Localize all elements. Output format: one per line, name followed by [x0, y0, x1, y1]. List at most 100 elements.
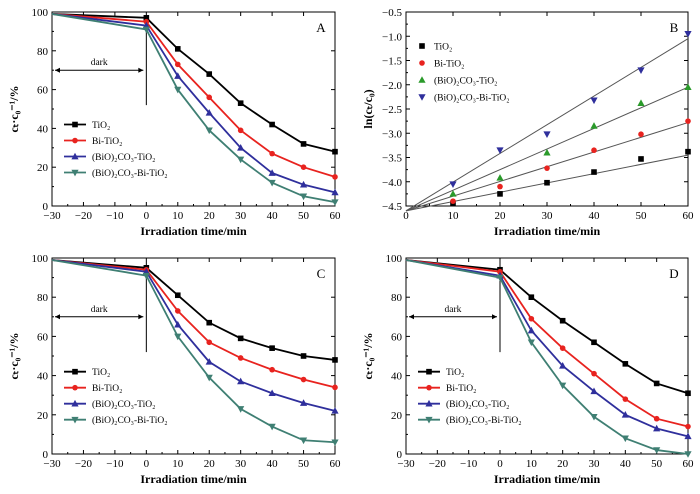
panel-letter: A — [316, 20, 326, 35]
dark-arrow-left-head — [55, 314, 60, 320]
data-point — [638, 131, 644, 138]
y-tick-label: 100 — [32, 253, 49, 265]
dark-arrow-right-head — [138, 67, 144, 73]
data-point — [268, 423, 276, 431]
data-point — [299, 193, 308, 201]
x-axis-title: Irradiation time/min — [140, 472, 247, 486]
y-tick-label: −4.5 — [382, 201, 402, 213]
data-point — [205, 358, 213, 365]
data-point — [684, 31, 692, 38]
panel-letter: B — [670, 20, 679, 35]
data-point — [237, 100, 244, 106]
data-point — [591, 370, 597, 377]
legend-label: (BiO)₂CO₃-TiO₂ — [446, 399, 509, 410]
series-3 — [405, 31, 692, 212]
series-3 — [51, 259, 339, 447]
series-line — [51, 259, 336, 412]
legend-marker — [418, 94, 426, 101]
legend-entry: (BiO)₂CO₃-TiO₂ — [64, 152, 155, 163]
legend-label: Bi-TiO₂ — [434, 60, 464, 70]
data-point — [591, 147, 597, 154]
x-tick-label: 0 — [144, 210, 150, 222]
y-tick-label: 80 — [37, 46, 49, 58]
series-line — [405, 259, 689, 428]
x-tick-label: 50 — [651, 458, 663, 470]
data-point — [268, 179, 276, 187]
data-point — [685, 390, 691, 397]
data-point — [527, 326, 535, 334]
data-point — [237, 335, 244, 342]
y-tick-label: −3.5 — [382, 153, 402, 165]
legend-entry: Bi-TiO₂ — [64, 384, 122, 394]
data-point — [653, 415, 660, 422]
data-point — [527, 339, 535, 347]
x-tick-label: −30 — [397, 458, 415, 470]
data-point — [299, 437, 308, 445]
legend-label: (BiO)₂CO₃-Bi-TiO₂ — [446, 415, 522, 426]
data-point — [497, 183, 503, 190]
series-line — [51, 259, 336, 444]
y-tick-label: −1.0 — [382, 31, 402, 43]
data-point — [299, 180, 308, 188]
data-point — [497, 268, 503, 275]
series-1 — [405, 118, 691, 212]
series-3 — [51, 13, 339, 206]
x-tick-label: 60 — [330, 210, 342, 222]
data-point — [237, 144, 245, 151]
panel-b: 0 10 20 30 40 50 60 −4.5 −4.0 −3.5 −3.0 −2.5 −2.0 −1.… — [361, 7, 694, 238]
legend-marker — [425, 416, 433, 424]
x-tick-label: −20 — [75, 458, 93, 470]
y-tick-label: 40 — [391, 371, 403, 383]
series-0 — [51, 13, 338, 155]
x-tick-label: 50 — [298, 458, 310, 470]
legend-label: (BiO)₂CO₃-Bi-TiO₂ — [92, 415, 168, 426]
data-point — [685, 118, 691, 124]
x-tick-label: 30 — [542, 210, 554, 222]
data-point — [621, 411, 629, 418]
legend-entry: Bi-TiO₂ — [419, 60, 464, 70]
data-point — [237, 406, 245, 413]
data-point — [684, 83, 692, 90]
data-point — [174, 320, 182, 328]
data-point — [638, 156, 644, 162]
series-line — [405, 259, 689, 395]
x-tick-label: 10 — [172, 210, 184, 222]
y-tick-label: −0.5 — [382, 7, 402, 19]
data-point — [300, 164, 307, 170]
panel-d: −30 −20 −10 0 10 20 30 40 50 60 0 20 40 60 80 100 Irradi… — [361, 253, 694, 486]
legend-entry: TiO₂ — [418, 368, 464, 378]
legend-marker — [71, 416, 79, 424]
series-line — [405, 259, 689, 455]
data-point — [143, 18, 150, 25]
y-tick-label: 100 — [32, 7, 49, 19]
x-tick-label: 0 — [403, 210, 409, 222]
x-tick-label: 20 — [204, 458, 216, 470]
x-axis-title: Irradiation time/min — [140, 224, 247, 238]
data-point — [143, 15, 150, 21]
data-point — [622, 396, 629, 402]
x-tick-label: 20 — [495, 210, 507, 222]
x-tick-label: 30 — [235, 210, 247, 222]
data-point — [331, 199, 339, 206]
y-axis-title: ln(cₜ/c₀) — [361, 89, 375, 128]
data-point — [684, 451, 692, 458]
x-tick-label: 30 — [235, 458, 247, 470]
y-tick-label: 60 — [37, 331, 49, 343]
series-line — [51, 13, 336, 178]
y-tick-label: 40 — [37, 123, 49, 135]
x-tick-label: 10 — [526, 458, 538, 470]
data-point — [206, 94, 213, 101]
x-tick-label: −10 — [106, 210, 124, 222]
legend-marker — [72, 368, 78, 375]
legend-label: Bi-TiO₂ — [446, 384, 476, 394]
dark-label: dark — [445, 305, 462, 315]
series-line — [51, 13, 336, 153]
data-point — [590, 413, 598, 421]
legend-marker — [72, 137, 78, 144]
data-point — [237, 127, 244, 134]
y-tick-label: 80 — [37, 292, 49, 304]
legend-label: Bi-TiO₂ — [92, 137, 122, 147]
dark-arrow-right-head — [138, 314, 144, 320]
dark-arrow-right-head — [492, 314, 497, 320]
series-0 — [405, 148, 691, 212]
